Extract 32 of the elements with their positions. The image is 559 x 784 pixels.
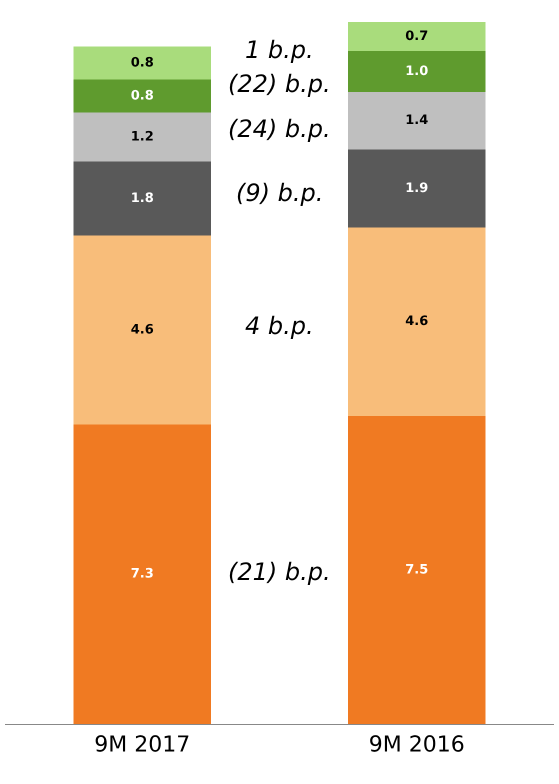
bar (74, 235, 211, 424)
data-label: 4.6 (405, 314, 428, 330)
data-label: 7.5 (405, 562, 428, 578)
data-label: 7.3 (130, 566, 154, 582)
data-label: 1.4 (405, 113, 428, 128)
data-label: 1.0 (405, 64, 428, 79)
data-label: 1.9 (405, 180, 428, 196)
data-label: 0.8 (130, 56, 154, 71)
bar (348, 227, 486, 416)
data-label: 4.6 (130, 322, 154, 338)
bar (348, 22, 486, 51)
data-label: 0.7 (405, 28, 428, 44)
bar (74, 79, 211, 112)
annotation: (9) b.p. (236, 179, 324, 207)
bar (348, 92, 486, 150)
annotation: (22) b.p. (228, 70, 331, 98)
annotation: 4 b.p. (245, 312, 314, 340)
bar (74, 112, 211, 162)
annotation: 1 b.p. (245, 36, 314, 64)
data-label: 1.2 (130, 129, 154, 144)
annotation: (21) b.p. (228, 558, 331, 586)
data-label: 1.8 (130, 191, 154, 206)
data-label: 0.8 (130, 88, 154, 104)
bar (348, 149, 486, 228)
x-tick-label: 9M 2016 (368, 732, 465, 758)
annotation: (24) b.p. (228, 115, 331, 143)
bar (74, 46, 211, 80)
x-tick-label: 9M 2017 (94, 732, 190, 758)
bar (74, 162, 211, 236)
bar (348, 416, 486, 724)
bar (348, 50, 486, 92)
bar (74, 424, 211, 724)
